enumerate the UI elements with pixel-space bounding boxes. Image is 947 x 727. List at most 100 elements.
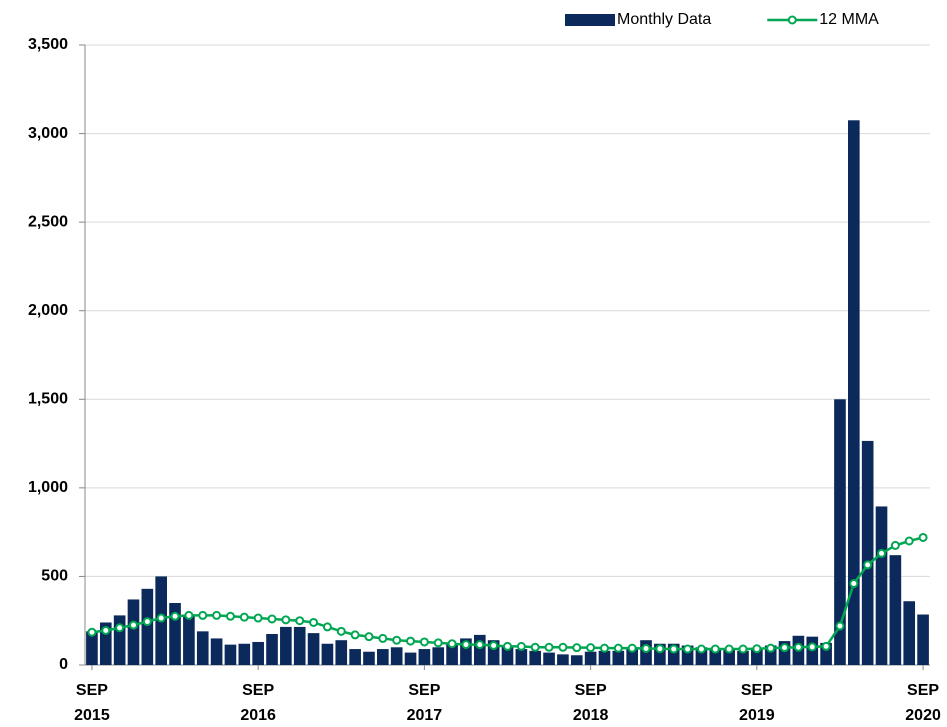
- bar: [99, 622, 112, 665]
- bar: [418, 649, 431, 665]
- line-marker: [156, 613, 166, 623]
- line-marker: [696, 644, 706, 654]
- line-marker: [793, 642, 803, 652]
- y-tick-label: 0: [59, 656, 68, 673]
- bar: [654, 643, 666, 665]
- line-marker: [807, 642, 817, 652]
- line-marker: [447, 639, 457, 649]
- line-marker: [780, 643, 790, 653]
- bar: [252, 641, 264, 665]
- line-marker: [101, 625, 111, 635]
- x-tick-label: SEP 2017: [406, 682, 443, 724]
- bar: [543, 652, 555, 665]
- bar: [723, 649, 735, 665]
- bar: [460, 638, 472, 665]
- bar: [335, 640, 348, 665]
- line-marker: [322, 622, 332, 632]
- bar: [681, 645, 694, 665]
- bar: [141, 588, 154, 665]
- bar: [210, 638, 223, 665]
- bar: [321, 643, 334, 665]
- line-marker: [530, 642, 540, 652]
- bar: [196, 631, 209, 665]
- bar: [266, 634, 278, 665]
- line-marker: [392, 635, 402, 645]
- line-marker: [821, 641, 831, 651]
- line-marker: [724, 644, 734, 654]
- line-marker: [918, 532, 928, 542]
- bar: [183, 615, 195, 665]
- y-tick-label: 2,000: [28, 302, 68, 319]
- bar: [404, 652, 417, 665]
- line-marker: [419, 637, 429, 647]
- line-marker: [461, 640, 471, 650]
- line-marker: [212, 610, 222, 620]
- line-marker: [877, 548, 887, 558]
- bar: [861, 440, 874, 665]
- bar: [584, 651, 597, 665]
- line-marker: [87, 627, 97, 637]
- line-marker: [239, 612, 249, 622]
- bar: [889, 555, 902, 665]
- bar: [515, 649, 528, 665]
- line-marker: [683, 644, 693, 654]
- bar: [113, 615, 126, 665]
- line-marker: [198, 610, 208, 620]
- bar: [127, 599, 140, 665]
- line-marker: [115, 623, 125, 633]
- y-tick-label: 1,000: [28, 479, 68, 496]
- bar: [86, 631, 98, 665]
- bar: [903, 601, 916, 665]
- legend-swatch: [565, 14, 615, 26]
- x-tick-label: SEP 2015: [74, 682, 110, 724]
- line-marker: [863, 560, 873, 570]
- line-marker: [586, 643, 596, 653]
- legend-swatch: [787, 15, 797, 25]
- line-marker: [475, 640, 485, 650]
- bar: [363, 651, 375, 665]
- line: [91, 536, 924, 651]
- line-marker: [516, 641, 526, 651]
- bar: [349, 649, 361, 665]
- legend-label: Monthly Data: [617, 11, 711, 28]
- line-marker: [309, 617, 319, 627]
- bar: [847, 120, 860, 666]
- bar: [612, 650, 625, 665]
- bar: [501, 645, 514, 665]
- bar: [667, 643, 680, 665]
- line-marker: [613, 643, 623, 653]
- line-marker: [710, 644, 720, 654]
- bar: [390, 647, 403, 665]
- y-tick-label: 3,500: [28, 36, 68, 53]
- bar: [377, 649, 389, 665]
- x-tick-label: SEP 2020: [905, 682, 941, 724]
- bar: [169, 603, 181, 665]
- bar: [473, 634, 486, 665]
- line-marker: [406, 636, 416, 646]
- bar: [224, 644, 237, 665]
- bar: [764, 645, 777, 665]
- line-marker: [572, 643, 582, 653]
- y-tick-label: 500: [41, 568, 68, 585]
- line-marker: [142, 617, 152, 627]
- line-marker: [364, 632, 374, 642]
- line-marker: [350, 630, 360, 640]
- bar: [695, 647, 708, 665]
- x-tick-label: SEP 2019: [739, 682, 775, 724]
- bar: [737, 650, 749, 665]
- bar: [778, 641, 791, 665]
- line-marker: [599, 643, 609, 653]
- bar: [570, 655, 583, 665]
- y-tick-label: 1,500: [28, 391, 68, 408]
- line-marker: [503, 641, 512, 651]
- line-marker: [253, 613, 263, 623]
- line-marker: [128, 620, 138, 630]
- bar: [626, 647, 638, 665]
- line-marker: [641, 644, 651, 654]
- line-marker: [267, 614, 277, 624]
- line-marker: [669, 644, 679, 654]
- line-marker: [766, 643, 776, 653]
- line-marker: [849, 579, 859, 589]
- bar: [709, 649, 722, 665]
